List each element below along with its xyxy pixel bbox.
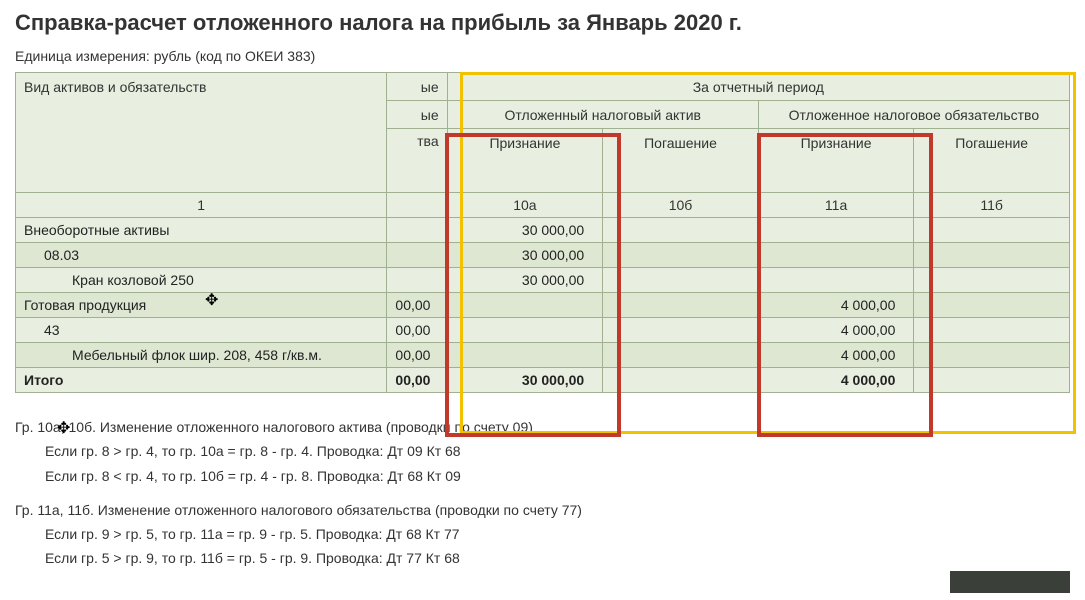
cell-gap: 00,00 xyxy=(387,318,447,343)
cell-10a: 30 000,00 xyxy=(447,268,603,293)
note-g11-1: Если гр. 9 > гр. 5, то гр. 11а = гр. 9 -… xyxy=(15,524,1070,544)
hdr-period: За отчетный период xyxy=(447,73,1069,101)
hdr-gap2: ые xyxy=(387,101,447,129)
cell-label: 43 xyxy=(16,318,387,343)
cell-10a: 30 000,00 xyxy=(447,218,603,243)
cell-11b xyxy=(914,268,1070,293)
cell-11a: 4 000,00 xyxy=(758,343,914,368)
note-g10-2: Если гр. 8 < гр. 4, то гр. 10б = гр. 4 -… xyxy=(15,466,1070,486)
hdr-recognition-l: Признание xyxy=(758,129,914,193)
cell-label: Готовая продукция xyxy=(16,293,387,318)
hdr-gap1: ые xyxy=(387,73,447,101)
cell-11b xyxy=(914,318,1070,343)
colnum-10b: 10б xyxy=(603,193,759,218)
cell-10b xyxy=(603,343,759,368)
table-row-total: Итого 00,00 30 000,00 4 000,00 xyxy=(16,368,1070,393)
cell-11a: 4 000,00 xyxy=(758,318,914,343)
table-row: Готовая продукция 00,00 4 000,00 xyxy=(16,293,1070,318)
cell-10b xyxy=(603,243,759,268)
table-row: Внеоборотные активы 30 000,00 xyxy=(16,218,1070,243)
cell-gap xyxy=(387,218,447,243)
cell-10b xyxy=(603,368,759,393)
cell-gap xyxy=(387,268,447,293)
cell-label: Внеоборотные активы xyxy=(16,218,387,243)
hdr-recognition-a: Признание xyxy=(447,129,603,193)
cell-10b xyxy=(603,268,759,293)
cell-11a xyxy=(758,218,914,243)
note-g10-1: Если гр. 8 > гр. 4, то гр. 10а = гр. 8 -… xyxy=(15,441,1070,461)
hdr-deferred-asset: Отложенный налоговый актив xyxy=(447,101,758,129)
dark-box xyxy=(950,571,1070,593)
note-g11-head: Гр. 11а, 11б. Изменение отложенного нало… xyxy=(15,500,1070,520)
cell-11b xyxy=(914,293,1070,318)
cell-gap: 00,00 xyxy=(387,343,447,368)
cell-10b xyxy=(603,293,759,318)
deferred-tax-table: Вид активов и обязательств ые За отчетны… xyxy=(15,72,1070,393)
cell-10a xyxy=(447,343,603,368)
cell-10b xyxy=(603,218,759,243)
subtitle: Единица измерения: рубль (код по ОКЕИ 38… xyxy=(15,48,1070,64)
table-row: Кран козловой 250 30 000,00 xyxy=(16,268,1070,293)
notes: ✥ Гр. 10а, 10б. Изменение отложенного на… xyxy=(15,417,1070,569)
hdr-deferred-liability: Отложенное налоговое обязательство xyxy=(758,101,1069,129)
hdr-gap3: тва xyxy=(387,129,447,193)
cell-11a xyxy=(758,268,914,293)
colnum-10a: 10а xyxy=(447,193,603,218)
colnum-1: 1 xyxy=(16,193,387,218)
note-g11-2: Если гр. 5 > гр. 9, то гр. 11б = гр. 5 -… xyxy=(15,548,1070,568)
colnum-11b: 11б xyxy=(914,193,1070,218)
cell-gap: 00,00 xyxy=(387,293,447,318)
cell-gap xyxy=(387,243,447,268)
cell-11a xyxy=(758,243,914,268)
table-row: Мебельный флок шир. 208, 458 г/кв.м. 00,… xyxy=(16,343,1070,368)
cell-gap: 00,00 xyxy=(387,368,447,393)
cell-10a: 30 000,00 xyxy=(447,243,603,268)
cell-11b xyxy=(914,243,1070,268)
cell-11a: 4 000,00 xyxy=(758,293,914,318)
note-g10-head: Гр. 10а, 10б. Изменение отложенного нало… xyxy=(15,417,1070,437)
cell-10b xyxy=(603,318,759,343)
colnum-gap xyxy=(387,193,447,218)
cell-11b xyxy=(914,368,1070,393)
cell-label: Кран козловой 250 xyxy=(16,268,387,293)
cell-10a: 30 000,00 xyxy=(447,368,603,393)
table-container: ✥ Вид активов и обязательств ые За отчет… xyxy=(15,72,1070,393)
cell-11a: 4 000,00 xyxy=(758,368,914,393)
cell-11b xyxy=(914,218,1070,243)
cell-label: Итого xyxy=(16,368,387,393)
table-row: 08.03 30 000,00 xyxy=(16,243,1070,268)
hdr-repayment-a: Погашение xyxy=(603,129,759,193)
cell-10a xyxy=(447,293,603,318)
table-row: 43 00,00 4 000,00 xyxy=(16,318,1070,343)
page-title: Справка-расчет отложенного налога на при… xyxy=(15,10,1070,36)
cell-10a xyxy=(447,318,603,343)
cell-11b xyxy=(914,343,1070,368)
hdr-repayment-l: Погашение xyxy=(914,129,1070,193)
colnum-11a: 11а xyxy=(758,193,914,218)
cell-label: Мебельный флок шир. 208, 458 г/кв.м. xyxy=(16,343,387,368)
hdr-assets: Вид активов и обязательств xyxy=(16,73,387,193)
cell-label: 08.03 xyxy=(16,243,387,268)
